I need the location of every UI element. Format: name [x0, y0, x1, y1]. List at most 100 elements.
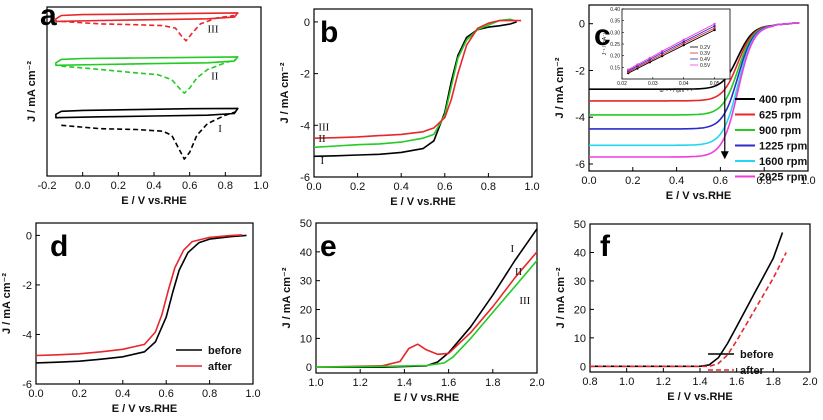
x-tick-label: 0.6	[182, 180, 197, 192]
legend-label-625-rpm: 625 rpm	[759, 110, 801, 122]
rpm-arrow-head	[720, 151, 729, 160]
x-tick-label: 1.0	[800, 175, 815, 187]
inset-point	[713, 24, 716, 28]
y-tick-label: 20	[574, 304, 586, 316]
x-tick-label: 0.2	[350, 181, 365, 193]
x-axis-title: E / V vs.RHE	[667, 391, 732, 403]
series-line-after	[590, 252, 787, 368]
inset-y-tick-label: 0.15	[610, 65, 620, 71]
series-line-iii	[313, 19, 522, 139]
panel-a: -0.2 0.0 0.2 0.4 0.6 0.8 1.0 E / V vs.RHE J / mA…	[26, 0, 269, 207]
inset-y-title: J⁻¹ / mA⁻¹	[602, 32, 608, 55]
x-tick-label: 0.8	[481, 181, 496, 193]
inset-point	[682, 38, 685, 41]
x-tick-label: 0.6	[437, 181, 452, 193]
legend-label-2025-rpm: 2025 rpm	[759, 172, 808, 184]
panel-letter: b	[320, 16, 338, 49]
x-tick-label: 0.0	[28, 388, 43, 400]
y-axis-title: J / mA cm⁻²	[26, 61, 38, 122]
y-tick-label: -6	[22, 379, 32, 391]
x-axis-title: E / V vs.RHE	[112, 403, 177, 415]
x-tick-label: 1.8	[485, 377, 500, 389]
curve-label: III	[519, 295, 530, 307]
x-tick-label: 1.2	[353, 377, 368, 389]
y-axis-title: J / mA cm⁻²	[554, 57, 566, 118]
curve-label: III	[318, 121, 329, 133]
legend-label-after: after	[208, 361, 233, 373]
y-tick-label: -4	[575, 112, 585, 124]
inset-series-0.3V	[627, 27, 715, 73]
inset-y-tick-label: 0.35	[610, 19, 620, 25]
x-tick-label: 0.4	[146, 180, 161, 192]
legend-label-900-rpm: 900 rpm	[759, 125, 801, 137]
inset-series-0.2V	[627, 29, 715, 74]
curve-label: I	[510, 243, 514, 255]
series-line-before	[590, 232, 784, 368]
panel-d: 0.0 0.2 0.4 0.6 0.8 1.0 -6 -4 -2 0 E / V vs.RHE J /…	[1, 222, 261, 415]
inset-point	[636, 63, 639, 66]
y-tick-label: 0	[579, 19, 585, 31]
plot-frame	[46, 6, 262, 177]
panel-c: 0.0 0.2 0.4 0.6 0.8 1.0 -6 -4 -2 0 E / V vs.RHE J /…	[554, 4, 816, 202]
inset-point	[660, 50, 664, 53]
x-tick-label: 1.0	[253, 180, 268, 192]
x-axis-title: E / V vs.RHE	[666, 190, 731, 202]
x-tick-label: 0.6	[159, 388, 174, 400]
x-axis-title: E / V vs.RHE	[394, 392, 459, 404]
x-tick-label: 0.8	[218, 180, 233, 192]
x-tick-label: 1.0	[308, 377, 323, 389]
y-tick-label: -2	[300, 69, 310, 81]
series-line-ii	[315, 251, 538, 368]
series-line-i	[316, 228, 538, 368]
inset-x-tick-label: 0.05	[710, 81, 720, 87]
x-tick-label: 0.6	[713, 175, 728, 187]
inset-x-tick-label: 0.02	[617, 81, 627, 87]
x-tick-label: 1.4	[692, 376, 707, 388]
inset-point	[713, 26, 716, 30]
legend-label-after: after	[740, 365, 765, 377]
y-tick-label: 0	[580, 361, 586, 373]
legend-label-before: before	[740, 349, 774, 361]
y-axis-title: J / mA cm⁻²	[1, 273, 13, 334]
series-line-ii	[313, 18, 515, 149]
x-tick-label: 1.6	[441, 377, 456, 389]
x-tick-label: 0.2	[111, 180, 126, 192]
inset-y-tick-label: 0.40	[610, 7, 620, 13]
x-tick-label: 0.2	[625, 175, 640, 187]
x-tick-label: 0.0	[306, 181, 321, 193]
y-tick-label: 0	[306, 362, 312, 374]
inset-y-tick-label: 0.25	[610, 42, 620, 48]
y-tick-label: -4	[22, 329, 32, 341]
legend-label-1600-rpm: 1600 rpm	[759, 156, 808, 168]
x-tick-label: 1.0	[245, 388, 260, 400]
y-tick-label: 0	[26, 230, 32, 242]
inset-point	[713, 22, 716, 26]
inset-series-0.4V	[627, 25, 715, 72]
x-tick-label: 1.2	[656, 376, 671, 388]
series-line-iii-solid	[55, 12, 239, 23]
y-tick-label: 50	[300, 218, 312, 230]
x-tick-label: 2.0	[802, 376, 817, 388]
panel-letter: e	[320, 230, 337, 263]
y-tick-label: 50	[574, 219, 586, 231]
x-tick-label: -0.2	[38, 180, 57, 192]
inset-y-tick-label: 0.20	[610, 54, 620, 60]
legend-label-1225-rpm: 1225 rpm	[759, 141, 808, 153]
series-line-2025-rpm	[589, 22, 800, 158]
x-tick-label: 1.4	[397, 377, 412, 389]
legend-label-before: before	[208, 345, 242, 357]
x-tick-label: 0.4	[394, 181, 409, 193]
curve-label: III	[208, 23, 219, 35]
series-line-ii-solid	[55, 56, 239, 67]
inset-point	[713, 28, 716, 32]
plot-frame	[588, 4, 809, 172]
y-tick-label: 20	[300, 305, 312, 317]
inset-x-tick-label: 0.04	[679, 81, 689, 87]
inset-point	[648, 56, 651, 60]
x-tick-label: 2.0	[529, 377, 544, 389]
panel-letter: c	[594, 19, 611, 52]
y-tick-label: -2	[22, 280, 32, 292]
y-tick-label: 0	[304, 17, 310, 29]
series-line-i-dashed	[61, 111, 237, 160]
